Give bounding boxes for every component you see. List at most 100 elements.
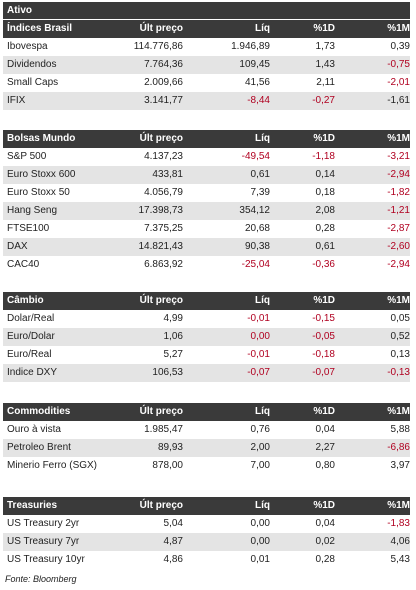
value-cell: -2,94 — [387, 259, 410, 270]
table-row: US Treasury 10yr 4,86 0,01 0,28 5,43 — [3, 551, 410, 569]
value-cell: -0,05 — [312, 331, 335, 342]
asset-name: Euro Stoxx 600 — [7, 169, 76, 180]
value-cell: 0,80 — [315, 460, 335, 471]
section-header: Commodities Últ preço Líq %1D %1M — [3, 403, 410, 421]
column-header: Últ preço — [139, 500, 183, 511]
value-cell: 0,18 — [315, 187, 335, 198]
column-header: Líq — [255, 406, 270, 417]
value-cell: 0,00 — [250, 536, 270, 547]
section: Bolsas Mundo Últ preço Líq %1D %1M S&P 500 4.1… — [3, 130, 410, 274]
value-cell: -1,82 — [387, 187, 410, 198]
column-header: %1M — [387, 295, 410, 306]
asset-name: Small Caps — [7, 77, 59, 88]
asset-name: Euro Stoxx 50 — [7, 187, 70, 198]
value-cell: 0,39 — [390, 41, 410, 52]
table-row: Ouro à vista 1.985,47 0,76 0,04 5,88 — [3, 421, 410, 439]
table-row: Dolar/Real 4,99 -0,01 -0,15 0,05 — [3, 310, 410, 328]
asset-name: Dividendos — [7, 59, 57, 70]
value-cell: 0,01 — [250, 554, 270, 565]
value-cell: 0,61 — [315, 241, 335, 252]
table-row: CAC40 6.863,92 -25,04 -0,36 -2,94 — [3, 256, 410, 274]
column-header: Líq — [255, 500, 270, 511]
column-header: Líq — [255, 23, 270, 34]
table-row: US Treasury 7yr 4,87 0,00 0,02 4,06 — [3, 533, 410, 551]
value-cell: 0,14 — [315, 169, 335, 180]
value-cell: -0,13 — [387, 367, 410, 378]
value-cell: -2,01 — [387, 77, 410, 88]
value-cell: -1,83 — [387, 518, 410, 529]
value-cell: 89,93 — [157, 442, 183, 453]
value-cell: 0,05 — [390, 313, 410, 324]
asset-name: Ouro à vista — [7, 424, 61, 435]
value-cell: -0,36 — [312, 259, 335, 270]
asset-name: Euro/Real — [7, 349, 52, 360]
section-header: Treasuries Últ preço Líq %1D %1M — [3, 497, 410, 515]
table-row: Ibovespa 114.776,86 1.946,89 1,73 0,39 — [3, 38, 410, 56]
column-header: %1D — [313, 133, 335, 144]
table-row: Petroleo Brent 89,93 2,00 2,27 -6,86 — [3, 439, 410, 457]
value-cell: 5,88 — [390, 424, 410, 435]
column-header: %1M — [387, 23, 410, 34]
column-header: Últ preço — [139, 133, 183, 144]
value-cell: 3,97 — [390, 460, 410, 471]
value-cell: 5,43 — [390, 554, 410, 565]
column-header: Líq — [255, 295, 270, 306]
value-cell: -1,18 — [312, 151, 335, 162]
table-row: US Treasury 2yr 5,04 0,00 0,04 -1,83 — [3, 515, 410, 533]
header-title: Ativo — [3, 2, 410, 19]
column-header: %1D — [313, 406, 335, 417]
value-cell: 114.776,86 — [133, 41, 183, 52]
value-cell: -2,87 — [387, 223, 410, 234]
table-row: DAX 14.821,43 90,38 0,61 -2,60 — [3, 238, 410, 256]
asset-name: Petroleo Brent — [7, 442, 71, 453]
value-cell: -2,60 — [387, 241, 410, 252]
value-cell: 0,04 — [315, 518, 335, 529]
value-cell: -0,01 — [247, 349, 270, 360]
value-cell: 878,00 — [152, 460, 183, 471]
value-cell: 4,06 — [390, 536, 410, 547]
asset-name: US Treasury 2yr — [7, 518, 80, 529]
column-header: %1M — [387, 406, 410, 417]
table-row: Hang Seng 17.398,73 354,12 2,08 -1,21 — [3, 202, 410, 220]
column-header: %1D — [313, 295, 335, 306]
asset-name: IFIX — [7, 95, 26, 106]
value-cell: 4,86 — [163, 554, 183, 565]
value-cell: 4,87 — [163, 536, 183, 547]
column-header: Últ preço — [139, 406, 183, 417]
value-cell: 6.863,92 — [144, 259, 183, 270]
value-cell: 2,11 — [316, 77, 335, 88]
asset-name: Minerio Ferro (SGX) — [7, 460, 98, 471]
value-cell: 0,28 — [315, 223, 335, 234]
value-cell: 41,56 — [244, 77, 270, 88]
column-header: Câmbio — [7, 295, 44, 306]
section: Índices Brasil Últ preço Líq %1D %1M Ibovespa… — [3, 20, 410, 110]
value-cell: 4.056,79 — [144, 187, 183, 198]
value-cell: 0,61 — [250, 169, 270, 180]
asset-name: Hang Seng — [7, 205, 58, 216]
value-cell: 0,76 — [250, 424, 270, 435]
section-header: Índices Brasil Últ preço Líq %1D %1M — [3, 20, 410, 38]
value-cell: 433,81 — [152, 169, 183, 180]
value-cell: -0,75 — [387, 59, 410, 70]
table-row: Euro Stoxx 50 4.056,79 7,39 0,18 -1,82 — [3, 184, 410, 202]
value-cell: -3,21 — [387, 151, 410, 162]
table-row: S&P 500 4.137,23 -49,54 -1,18 -3,21 — [3, 148, 410, 166]
value-cell: -1,61 — [387, 95, 410, 106]
value-cell: 1,73 — [315, 41, 335, 52]
value-cell: 2,08 — [315, 205, 335, 216]
asset-name: DAX — [7, 241, 28, 252]
footer: Fonte: Bloomberg — [5, 574, 77, 584]
column-header: Índices Brasil — [7, 23, 73, 34]
value-cell: 0,00 — [250, 331, 270, 342]
value-cell: 2,00 — [250, 442, 270, 453]
value-cell: -49,54 — [241, 151, 270, 162]
value-cell: 7.764,36 — [144, 59, 183, 70]
asset-name: Euro/Dolar — [7, 331, 55, 342]
value-cell: -0,27 — [312, 95, 335, 106]
table-row: Euro/Dolar 1,06 0,00 -0,05 0,52 — [3, 328, 410, 346]
value-cell: 90,38 — [244, 241, 270, 252]
section: Câmbio Últ preço Líq %1D %1M Dolar/Real 4,99 -0… — [3, 292, 410, 382]
column-header: %1D — [313, 500, 335, 511]
value-cell: 4,99 — [163, 313, 183, 324]
